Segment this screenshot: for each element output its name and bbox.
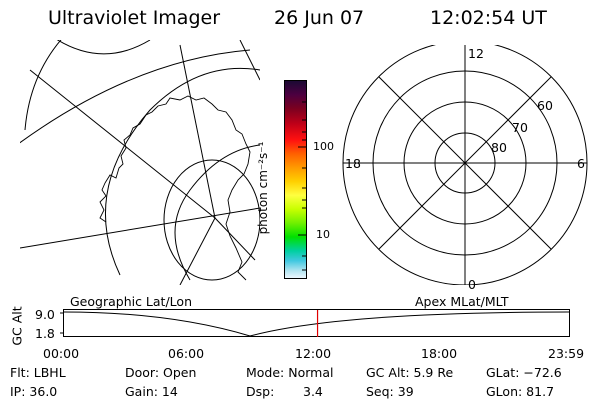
map-grid-arc [240, 40, 260, 80]
meridian-line [180, 45, 215, 218]
dsp-value: 3.4 [303, 384, 323, 399]
seq-info: Seq: 39 [366, 384, 414, 399]
polar-label-0: 0 [468, 277, 476, 292]
altitude-plot-frame [64, 310, 570, 337]
meridian-line [215, 218, 255, 260]
polar-plot [340, 45, 590, 285]
map-grid-arc [105, 68, 260, 275]
colorbar-tick-100: 100 [313, 140, 334, 153]
polar-label-12: 12 [468, 46, 484, 61]
map-grid-arc [50, 40, 150, 54]
y-min-label: 1.8 [35, 326, 55, 341]
altitude-curve [64, 312, 569, 336]
coastline-path [100, 96, 250, 280]
polar-label-6: 6 [577, 156, 585, 171]
door-info: Door: Open [125, 365, 196, 380]
x-tick-1800: 18:00 [421, 346, 457, 361]
colorbar-label: photon cm⁻²s⁻¹ [256, 142, 270, 235]
meridian-line [180, 218, 215, 285]
x-tick-0000: 00:00 [43, 346, 79, 361]
filter-info: Flt: LBHL [10, 365, 66, 380]
page-title: Ultraviolet Imager [48, 7, 220, 29]
colorbar-gradient [285, 81, 307, 279]
y-max-label: 9.0 [35, 307, 55, 322]
x-tick-0600: 06:00 [168, 346, 204, 361]
dsp-label: Dsp: [246, 384, 274, 399]
x-tick-2359: 23:59 [548, 346, 584, 361]
polar-label-60: 60 [537, 98, 553, 113]
mode-info: Mode: Normal [246, 365, 333, 380]
meridian-line [30, 70, 215, 218]
ip-info: IP: 36.0 [10, 384, 57, 399]
polar-label-80: 80 [491, 140, 507, 155]
map-grid-arc [25, 40, 70, 130]
x-tick-1200: 12:00 [295, 346, 331, 361]
date-label: 26 Jun 07 [274, 7, 364, 29]
gc-alt-axis-label: GC Alt [10, 306, 25, 345]
altitude-plot [60, 306, 574, 342]
glat-info: GLat: −72.6 [486, 365, 562, 380]
colorbar [284, 80, 308, 280]
glon-info: GLon: 81.7 [486, 384, 554, 399]
map-grid-arc [20, 50, 250, 150]
polar-label-70: 70 [512, 120, 528, 135]
gc-alt-info: GC Alt: 5.9 Re [366, 365, 453, 380]
polar-label-18: 18 [345, 156, 361, 171]
latitude-circle [164, 160, 260, 280]
gain-info: Gain: 14 [125, 384, 178, 399]
time-label: 12:02:54 UT [430, 7, 547, 29]
colorbar-tick-10: 10 [316, 228, 330, 241]
geographic-map [20, 40, 260, 285]
